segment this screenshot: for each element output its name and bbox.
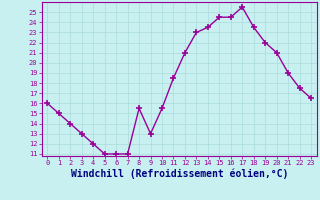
X-axis label: Windchill (Refroidissement éolien,°C): Windchill (Refroidissement éolien,°C) xyxy=(70,169,288,179)
